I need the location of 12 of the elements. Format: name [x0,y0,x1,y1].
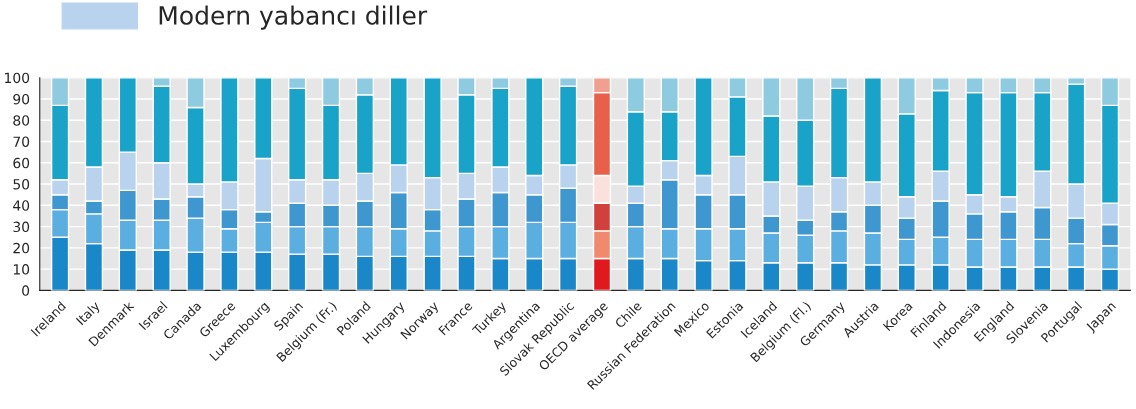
y-tick-label: 10 [13,264,30,275]
y-tick-label: 60 [13,157,30,169]
y-tick-label: 80 [13,115,30,126]
y-tick-label: 40 [13,200,30,211]
y-tick-label: 90 [13,93,30,105]
y-tick-label: 50 [13,179,30,190]
y-tick-label: 70 [13,136,30,147]
y-tick-label: 0 [22,285,30,296]
y-tick-label: 20 [13,242,30,254]
y-tick-label: 30 [13,221,30,233]
y-tick-label: 100 [5,72,30,84]
legend-label: Modern yabancı diller [159,5,428,30]
